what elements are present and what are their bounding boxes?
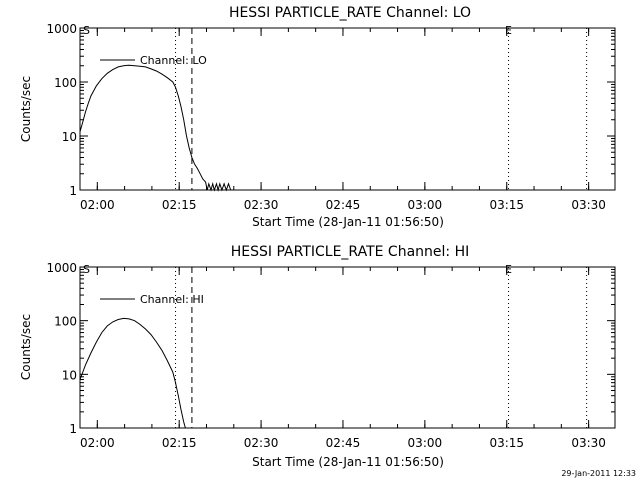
x-axis-label: Start Time (28-Jan-11 01:56:50): [252, 455, 444, 469]
series-line: [79, 64, 232, 192]
y-axis-label: Counts/sec: [19, 314, 33, 380]
end-marker-label: E: [505, 263, 512, 276]
x-tick-label: 03:15: [489, 436, 524, 450]
series-line: [79, 317, 186, 429]
x-tick-label: 03:15: [489, 198, 524, 212]
y-tick-label: 100: [54, 315, 77, 329]
y-tick-label: 100: [54, 76, 77, 90]
x-tick-label: 02:15: [162, 436, 197, 450]
chart-title: HESSI PARTICLE_RATE Channel: HI: [231, 244, 469, 260]
legend-entry: Channel: HI: [140, 293, 204, 306]
y-tick-label: 1: [69, 184, 77, 198]
x-tick-label: 02:00: [80, 198, 115, 212]
x-tick-label: 03:30: [571, 436, 606, 450]
plot-frame: [79, 27, 616, 191]
chart-title: HESSI PARTICLE_RATE Channel: LO: [229, 5, 471, 21]
y-tick-label: 10: [62, 368, 77, 382]
timestamp-footer: 29-Jan-2011 12:33: [561, 469, 636, 478]
y-tick-label: 1000: [46, 261, 77, 275]
x-tick-label: 02:45: [326, 436, 361, 450]
x-tick-label: 03:00: [408, 198, 443, 212]
x-tick-label: 03:30: [571, 198, 606, 212]
x-axis-label: Start Time (28-Jan-11 01:56:50): [252, 215, 444, 229]
end-marker-label: E: [505, 24, 512, 37]
y-tick-label: 1000: [46, 22, 77, 36]
x-tick-label: 02:45: [326, 198, 361, 212]
legend-entry: Channel: LO: [140, 54, 207, 67]
plot-frame: [79, 266, 616, 429]
y-axis-label: Counts/sec: [19, 76, 33, 142]
x-tick-label: 02:15: [162, 198, 197, 212]
chart-panel-hi: HESSI PARTICLE_RATE Channel: HI Counts/s…: [19, 244, 616, 469]
y-tick-label: 1: [69, 422, 77, 436]
chart-panel-lo: HESSI PARTICLE_RATE Channel: LO Counts/s…: [19, 5, 616, 229]
x-tick-label: 02:00: [80, 436, 115, 450]
x-tick-label: 02:30: [244, 198, 279, 212]
start-marker-label: S: [83, 263, 90, 276]
y-tick-label: 10: [62, 130, 77, 144]
x-tick-label: 03:00: [408, 436, 443, 450]
x-tick-label: 02:30: [244, 436, 279, 450]
start-marker-label: S: [83, 24, 90, 37]
